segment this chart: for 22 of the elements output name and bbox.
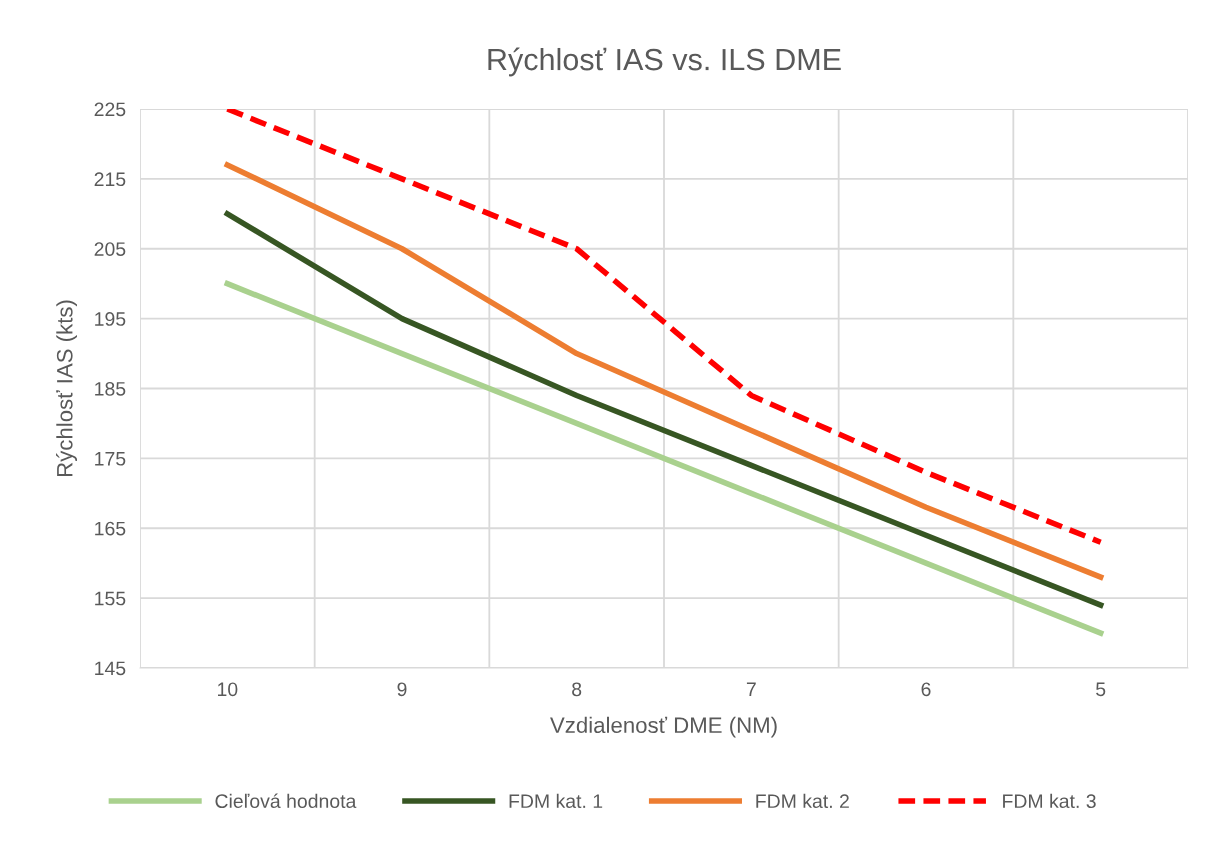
y-tick-label: 165 bbox=[95, 521, 126, 536]
x-tick-label: 6 bbox=[921, 682, 931, 697]
y-tick-label: 225 bbox=[94, 102, 126, 117]
y-tick-label: 155 bbox=[95, 591, 126, 606]
y-tick-label: 185 bbox=[95, 381, 126, 396]
y-tick-label: 195 bbox=[95, 312, 126, 326]
chart-title: Rýchlosť IAS vs. ILS DME bbox=[488, 47, 841, 77]
x-tick-label: 10 bbox=[218, 682, 238, 697]
legend-label: FDM kat. 1 bbox=[509, 793, 603, 809]
x-tick-label: 9 bbox=[397, 682, 407, 697]
legend-label: FDM kat. 3 bbox=[1003, 793, 1096, 809]
y-tick-label: 205 bbox=[94, 242, 126, 256]
x-tick-label: 8 bbox=[572, 682, 582, 697]
y-tick-label: 175 bbox=[95, 452, 126, 466]
legend-label: Cieľová hodnota bbox=[215, 793, 357, 809]
x-axis-title: Vzdialenosť DME (NM) bbox=[550, 716, 777, 738]
x-tick-label: 7 bbox=[746, 682, 756, 696]
y-axis-title: Rýchlosť IAS (kts) bbox=[56, 300, 78, 477]
y-tick-label: 145 bbox=[95, 661, 126, 676]
legend-label: FDM kat. 2 bbox=[756, 793, 849, 809]
y-tick-label: 215 bbox=[94, 172, 126, 187]
x-tick-label: 5 bbox=[1096, 682, 1106, 697]
